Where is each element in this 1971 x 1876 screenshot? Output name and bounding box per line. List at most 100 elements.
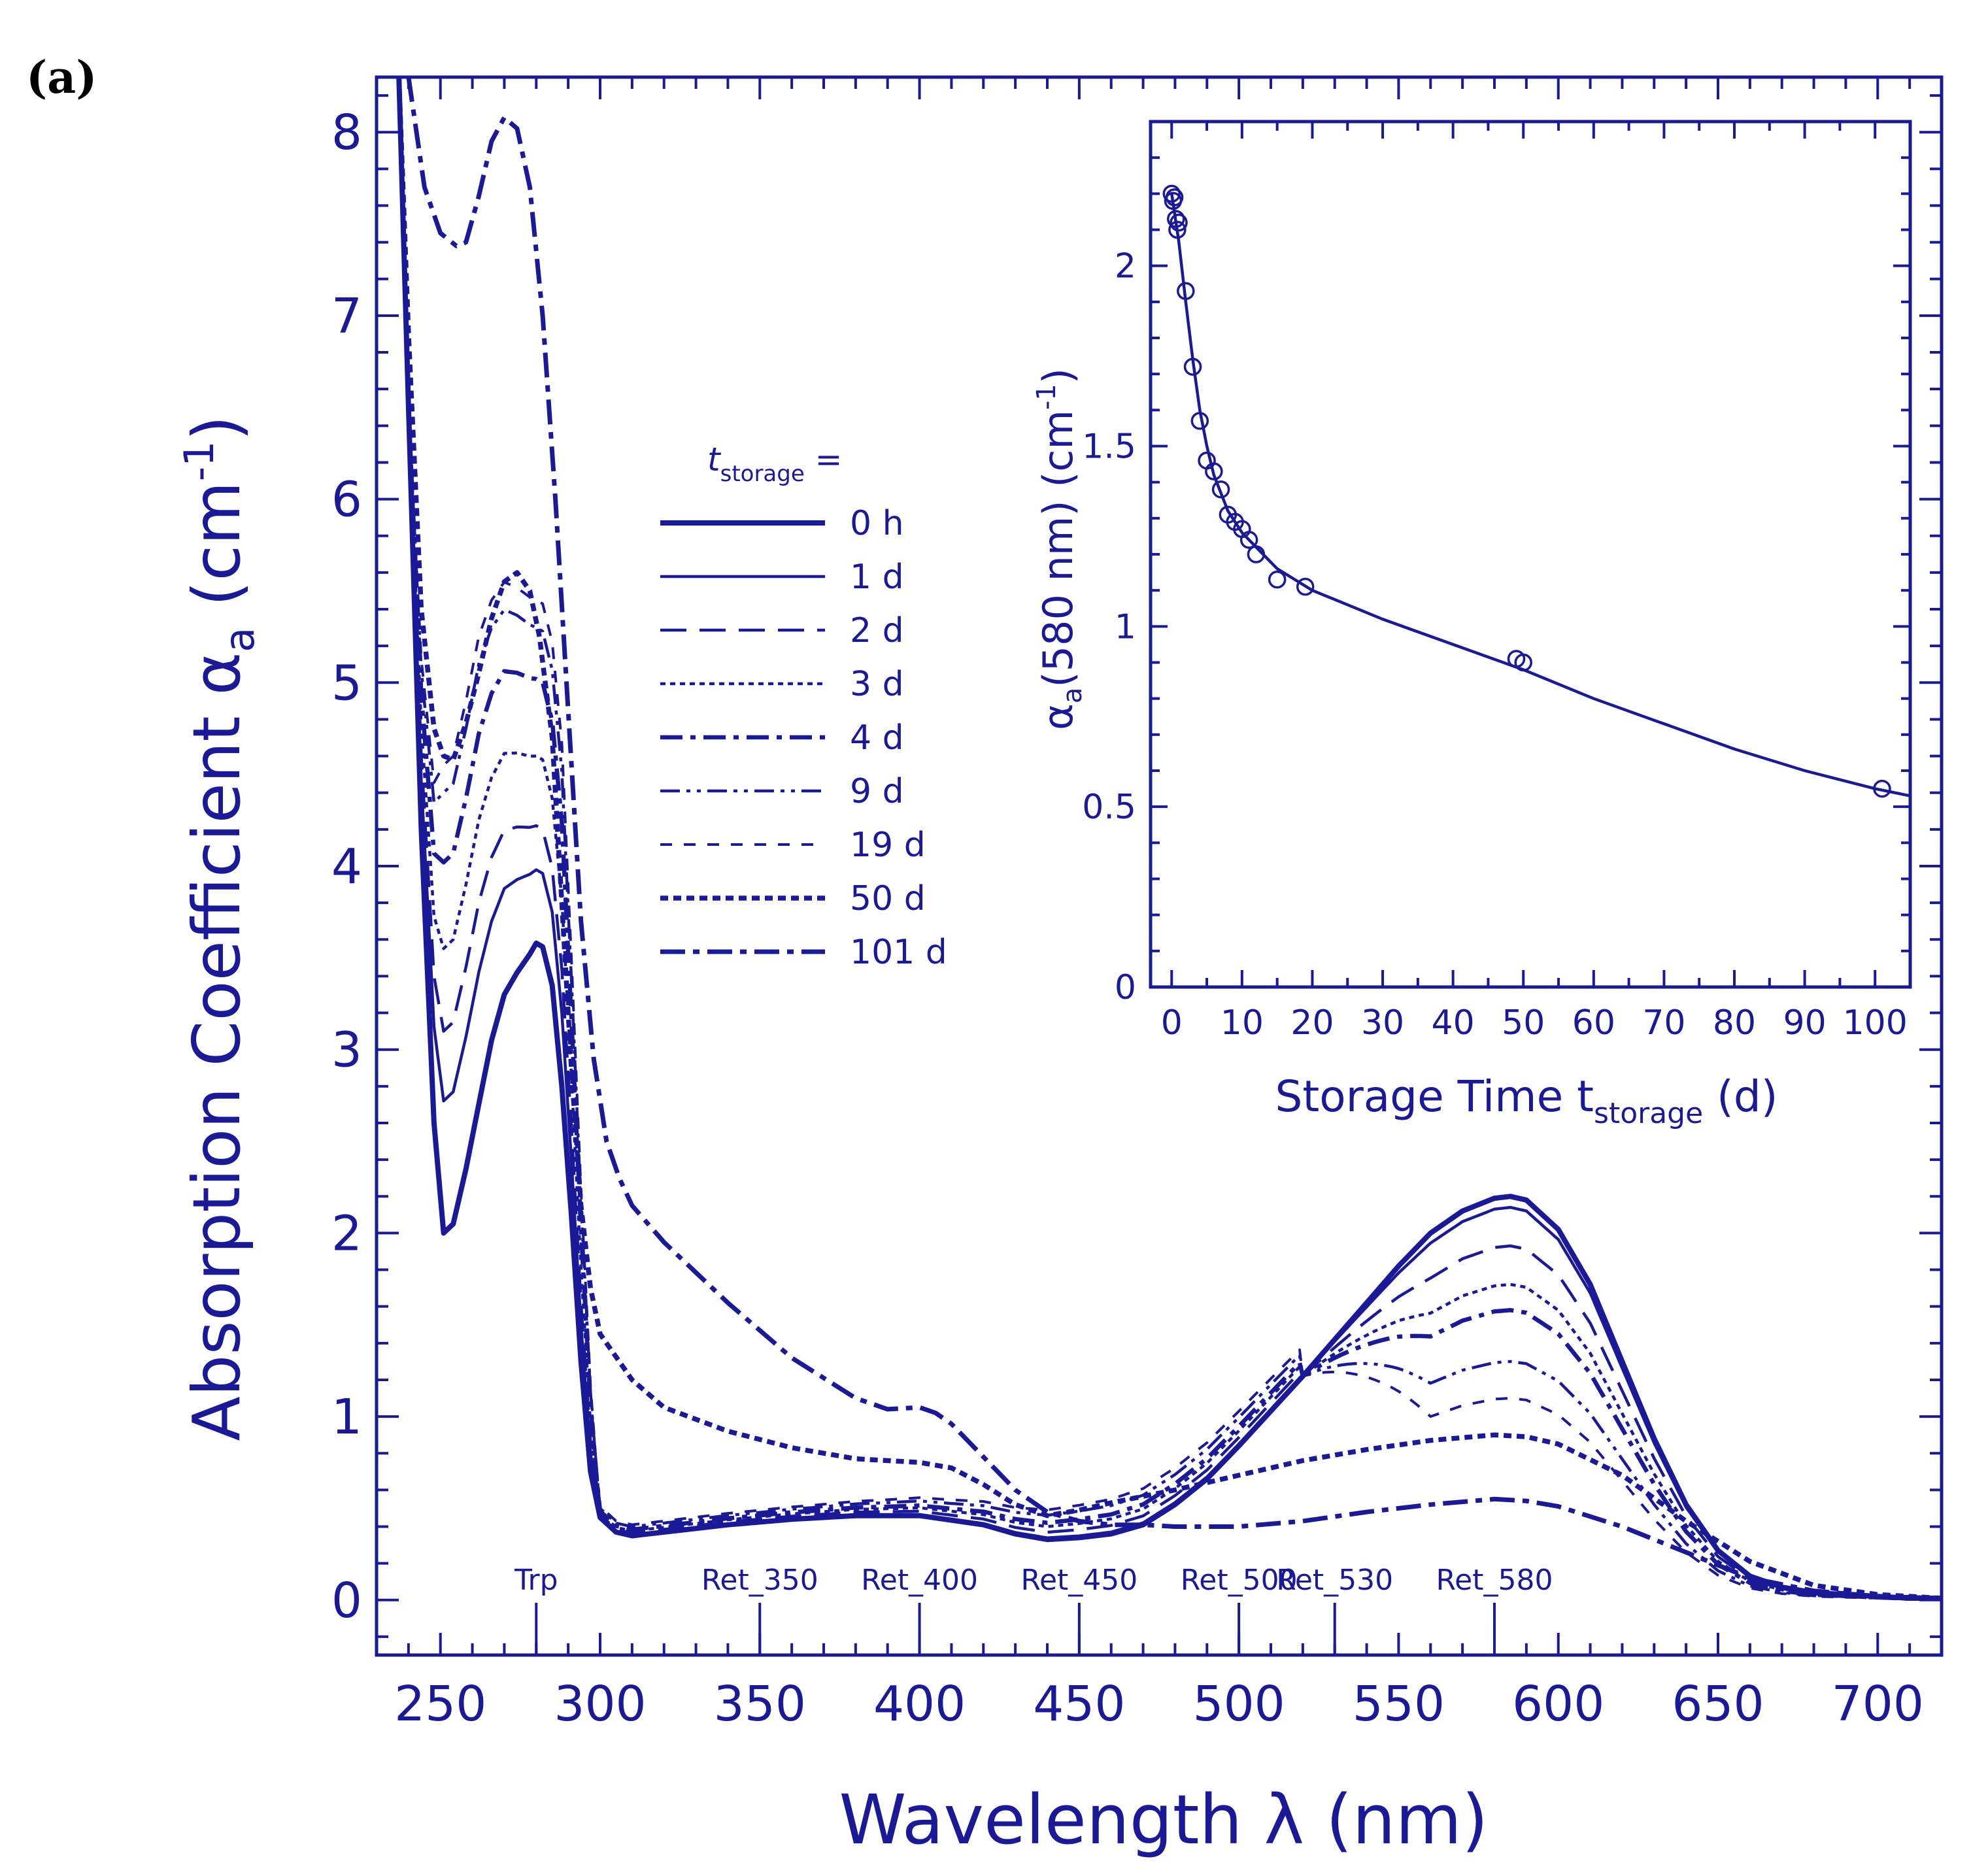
inset-y-tick-label: 0 bbox=[1115, 968, 1136, 1007]
inset-data-point bbox=[1168, 220, 1187, 239]
series-line-2d bbox=[397, 77, 1942, 1600]
inset-data-point bbox=[1190, 412, 1209, 430]
legend-label: 101 d bbox=[850, 933, 947, 972]
inset-y-label-sup: -1 bbox=[1032, 384, 1062, 410]
legend-label: 3 d bbox=[850, 665, 904, 704]
inset-x-tick-label: 30 bbox=[1361, 1003, 1404, 1043]
x-tick-label: 650 bbox=[1672, 1676, 1764, 1732]
y-axis-label-unit-sup: -1 bbox=[175, 441, 223, 481]
inset-x-label-sub: storage bbox=[1594, 1097, 1703, 1130]
inset-data-point bbox=[1296, 577, 1315, 596]
legend-label: 2 d bbox=[850, 611, 904, 650]
legend-title: tstorage = bbox=[707, 441, 843, 487]
inset-data-point bbox=[1873, 779, 1891, 798]
inset-data-point bbox=[1514, 653, 1532, 672]
y-tick-label: 7 bbox=[331, 288, 362, 344]
x-tick-label: 600 bbox=[1512, 1676, 1604, 1732]
inset-data-point bbox=[1211, 480, 1230, 499]
y-axis-label-sub: a bbox=[216, 628, 263, 652]
x-tick-label: 450 bbox=[1033, 1676, 1125, 1732]
legend-title-sub: storage bbox=[720, 461, 805, 487]
inset-x-label-unit: (d) bbox=[1703, 1071, 1777, 1122]
annotation-label: Ret_530 bbox=[1276, 1564, 1393, 1597]
inset-x-tick-label: 50 bbox=[1502, 1003, 1545, 1043]
inset-data-point bbox=[1177, 282, 1195, 301]
legend-label: 4 d bbox=[850, 718, 904, 758]
annotation-label: Ret_400 bbox=[861, 1564, 978, 1597]
inset-x-tick-label: 20 bbox=[1290, 1003, 1334, 1043]
inset-y-axis-label: αa(580 nm) (cm-1) bbox=[1032, 368, 1088, 730]
legend-title-t: t bbox=[707, 441, 722, 478]
series-line-101d bbox=[406, 77, 1942, 1601]
y-axis-label-main: Absorption Coefficient α bbox=[178, 652, 255, 1441]
y-tick-label: 1 bbox=[331, 1389, 362, 1445]
series-line-50d bbox=[396, 77, 1942, 1601]
inset-fit-curve bbox=[1170, 193, 1911, 797]
inset-data-point bbox=[1165, 188, 1184, 207]
legend-label: 1 d bbox=[850, 558, 904, 597]
annotation-label: Trp bbox=[514, 1564, 558, 1597]
inset-y-label-sub: a bbox=[1058, 688, 1088, 704]
series-line-9d bbox=[397, 77, 1942, 1601]
inset-x-label-main: Storage Time t bbox=[1275, 1071, 1594, 1122]
y-tick-label: 2 bbox=[331, 1205, 362, 1262]
series-line-19d bbox=[397, 77, 1942, 1601]
inset-data-point bbox=[1205, 462, 1223, 480]
legend-label: 50 d bbox=[850, 879, 926, 918]
inset-x-axis-label: Storage Time tstorage (d) bbox=[1275, 1071, 1777, 1130]
inset-x-tick-label: 90 bbox=[1783, 1003, 1827, 1043]
x-tick-label: 250 bbox=[394, 1676, 486, 1732]
legend-label: 9 d bbox=[850, 772, 904, 811]
annotation-label: Ret_350 bbox=[701, 1564, 818, 1597]
series-line-1d bbox=[397, 77, 1942, 1600]
inset-x-tick-label: 40 bbox=[1432, 1003, 1475, 1043]
legend-title-eq: = bbox=[805, 441, 843, 478]
x-tick-label: 550 bbox=[1353, 1676, 1445, 1732]
y-axis-label: Absorption Coefficient αa (cm-1) bbox=[175, 415, 263, 1441]
inset-y-label-main: α bbox=[1034, 703, 1082, 730]
inset-x-tick-label: 80 bbox=[1713, 1003, 1756, 1043]
annotation-label: Ret_450 bbox=[1020, 1564, 1137, 1597]
y-tick-label: 0 bbox=[331, 1573, 362, 1629]
inset-x-tick-label: 60 bbox=[1572, 1003, 1615, 1043]
legend-label: 0 h bbox=[850, 504, 904, 543]
main-plot: 250 300 350 400 450 500 550 600 650 700012345678T… bbox=[331, 75, 1944, 1732]
inset-x-tick-label: 100 bbox=[1843, 1003, 1908, 1043]
x-tick-label: 700 bbox=[1832, 1676, 1924, 1732]
inset-y-tick-label: 1.5 bbox=[1082, 427, 1136, 467]
inset-data-point bbox=[1239, 531, 1258, 549]
x-tick-label: 500 bbox=[1193, 1676, 1285, 1732]
inset-y-tick-label: 1 bbox=[1115, 607, 1136, 646]
x-tick-label: 400 bbox=[873, 1676, 966, 1732]
inset-plot: 0 10 20 30 40 50 60 70 80 90 100 0 0.5 1 1.5 2 bbox=[1082, 116, 1915, 1043]
annotation-label: Ret_500 bbox=[1181, 1564, 1298, 1597]
inset-y-tick-label: 0.5 bbox=[1082, 788, 1136, 827]
legend: tstorage = 0 h 1 d 2 d 3 d 4 d 9 d 19 d 50 d 101… bbox=[660, 441, 947, 972]
y-axis-label-unit: (cm bbox=[178, 481, 255, 606]
y-tick-label: 3 bbox=[331, 1022, 362, 1079]
y-tick-label: 8 bbox=[331, 105, 362, 161]
inset-x-tick-label: 0 bbox=[1161, 1003, 1183, 1043]
y-tick-label: 4 bbox=[331, 839, 362, 895]
inset-y-tick-label: 2 bbox=[1115, 247, 1136, 286]
annotation-label: Ret_580 bbox=[1436, 1564, 1553, 1597]
inset-data-point bbox=[1183, 358, 1202, 376]
inset-data-point bbox=[1162, 184, 1181, 203]
inset-y-label-rest: (580 nm) (cm bbox=[1034, 410, 1082, 688]
y-axis-label-unit-close: ) bbox=[178, 415, 255, 441]
inset-x-tick-label: 10 bbox=[1221, 1003, 1264, 1043]
y-tick-label: 5 bbox=[331, 655, 362, 711]
y-tick-label: 6 bbox=[331, 472, 362, 528]
legend-label: 19 d bbox=[850, 826, 926, 865]
inset-data-point bbox=[1268, 570, 1287, 589]
x-axis-label: Wavelength λ (nm) bbox=[839, 1780, 1489, 1860]
x-tick-label: 350 bbox=[714, 1676, 806, 1732]
x-tick-label: 300 bbox=[554, 1676, 646, 1732]
inset-y-label-close: ) bbox=[1034, 368, 1082, 384]
inset-x-tick-label: 70 bbox=[1642, 1003, 1685, 1043]
inset-background bbox=[1145, 116, 1915, 992]
series-line-4d bbox=[396, 77, 1942, 1601]
inset-data-point bbox=[1166, 210, 1185, 228]
inset-data-point bbox=[1247, 545, 1266, 563]
